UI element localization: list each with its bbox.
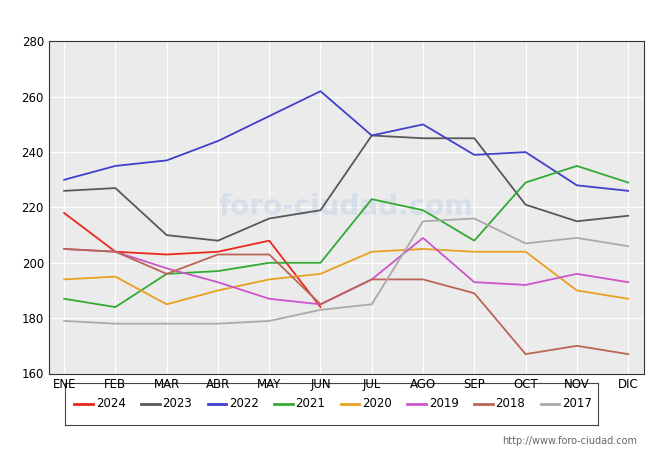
Text: foro-ciudad.com: foro-ciudad.com	[218, 194, 474, 221]
Text: 2018: 2018	[495, 397, 525, 410]
Text: 2021: 2021	[296, 397, 326, 410]
Text: 2023: 2023	[162, 397, 192, 410]
Text: Afiliados en Ourol a 31/5/2024: Afiliados en Ourol a 31/5/2024	[188, 9, 462, 27]
Text: 2024: 2024	[96, 397, 125, 410]
Text: http://www.foro-ciudad.com: http://www.foro-ciudad.com	[502, 436, 637, 446]
Text: 2019: 2019	[429, 397, 459, 410]
Text: 2017: 2017	[562, 397, 592, 410]
Text: 2020: 2020	[362, 397, 392, 410]
Text: 2022: 2022	[229, 397, 259, 410]
